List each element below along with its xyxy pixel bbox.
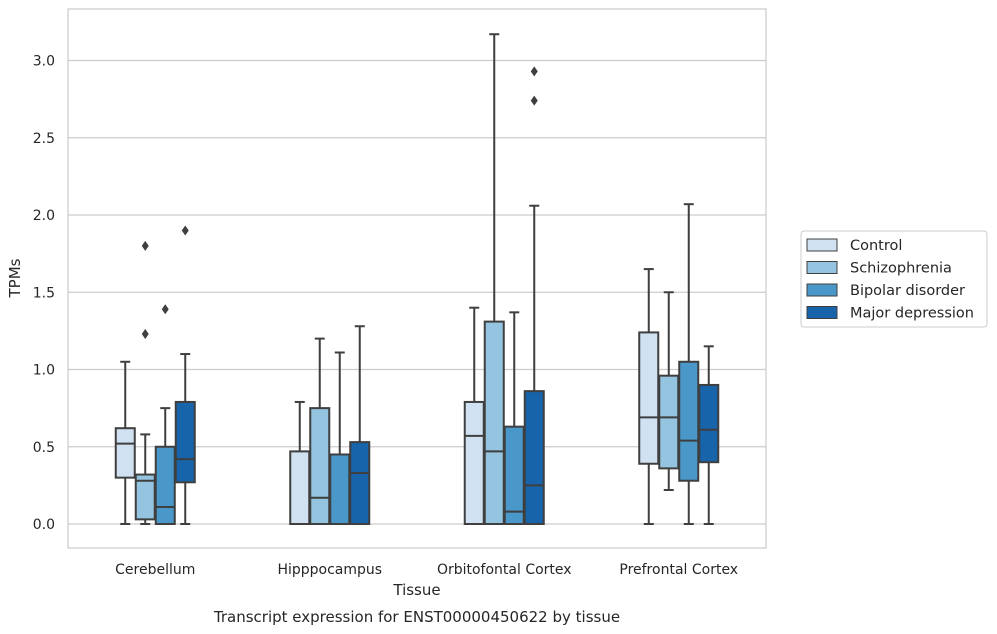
box-group <box>523 66 545 525</box>
legend-swatch <box>806 283 838 297</box>
box-iqr <box>289 450 311 526</box>
legend-item: Control <box>806 238 902 254</box>
legend-label: Bipolar disorder <box>850 283 965 299</box>
box-iqr <box>349 441 371 525</box>
box-iqr <box>698 383 720 464</box>
y-tick-label: 3.0 <box>33 54 55 70</box>
box-group <box>134 240 156 525</box>
chart-caption: Transcript expression for ENST0000045062… <box>213 608 620 626</box>
legend-frame <box>800 230 988 328</box>
box-group <box>638 268 660 525</box>
y-tick-label: 1.0 <box>33 363 55 379</box>
series-group <box>174 66 720 525</box>
box-iqr <box>678 360 700 482</box>
y-tick-label: 2.0 <box>33 208 55 224</box>
legend-label: Schizophrenia <box>850 261 952 277</box>
box-group <box>503 311 525 526</box>
legend-item: Major depression <box>806 306 974 322</box>
x-tick-label: Prefrontal Cortex <box>619 562 738 578</box>
legend-swatch <box>806 238 838 252</box>
box-iqr <box>309 407 331 525</box>
y-axis-ticks: 0.0 0.5 1.0 1.5 2.0 2.5 3.0 <box>33 54 55 534</box>
box-group <box>698 345 720 525</box>
x-tick-label: Hipppocampus <box>277 562 382 578</box>
outlier-point <box>530 66 538 77</box>
box-group <box>154 304 176 525</box>
legend-swatch <box>806 261 838 274</box>
y-tick-label: 0.5 <box>33 440 55 456</box>
box-series <box>114 33 720 526</box>
box-group <box>483 33 505 526</box>
legend-label: Major depression <box>850 306 974 322</box>
box-group <box>463 306 485 526</box>
legend-items: Control Schizophrenia Bipolar disorder Majo… <box>806 238 974 322</box>
box-iqr <box>503 425 525 526</box>
box-group <box>174 225 196 525</box>
box-iqr <box>523 390 545 525</box>
box-group <box>114 360 136 525</box>
x-tick-label: Orbitofontal Cortex <box>437 562 572 578</box>
outlier-point <box>141 240 149 251</box>
plot-area-frame <box>67 8 767 549</box>
series-group <box>154 203 700 526</box>
box-group <box>329 351 351 526</box>
box-iqr <box>463 400 485 526</box>
box-iqr <box>658 374 680 470</box>
box-group <box>309 337 331 525</box>
x-axis-ticks: Cerebellum Hipppocampus Orbitofontal Corte… <box>115 562 738 578</box>
box-group <box>349 325 371 525</box>
legend-swatch <box>806 306 838 319</box>
outlier-point <box>161 304 169 315</box>
outlier-point <box>141 328 149 339</box>
box-iqr <box>174 400 196 484</box>
outlier-point <box>530 95 538 106</box>
y-tick-label: 2.5 <box>33 131 55 147</box>
x-tick-label: Cerebellum <box>115 562 195 578</box>
x-axis-label: Tissue <box>392 581 440 599</box>
legend: Control Schizophrenia Bipolar disorder Majo… <box>800 230 988 328</box>
series-group <box>134 33 680 526</box>
series-group <box>114 268 660 526</box>
y-axis-label: TPMs <box>6 258 24 298</box>
box-group <box>658 291 680 492</box>
box-iqr <box>114 427 136 479</box>
box-group <box>678 203 700 525</box>
box-iqr <box>638 331 660 465</box>
box-iqr <box>483 320 505 526</box>
y-tick-label: 1.5 <box>33 285 55 301</box>
y-tick-label: 0.0 <box>33 517 55 533</box>
legend-item: Schizophrenia <box>806 261 952 277</box>
box-group <box>289 400 311 526</box>
legend-label: Control <box>850 238 902 254</box>
legend-item: Bipolar disorder <box>806 283 965 299</box>
outlier-point <box>181 225 189 236</box>
box-iqr <box>329 453 351 526</box>
box-iqr <box>154 445 176 525</box>
